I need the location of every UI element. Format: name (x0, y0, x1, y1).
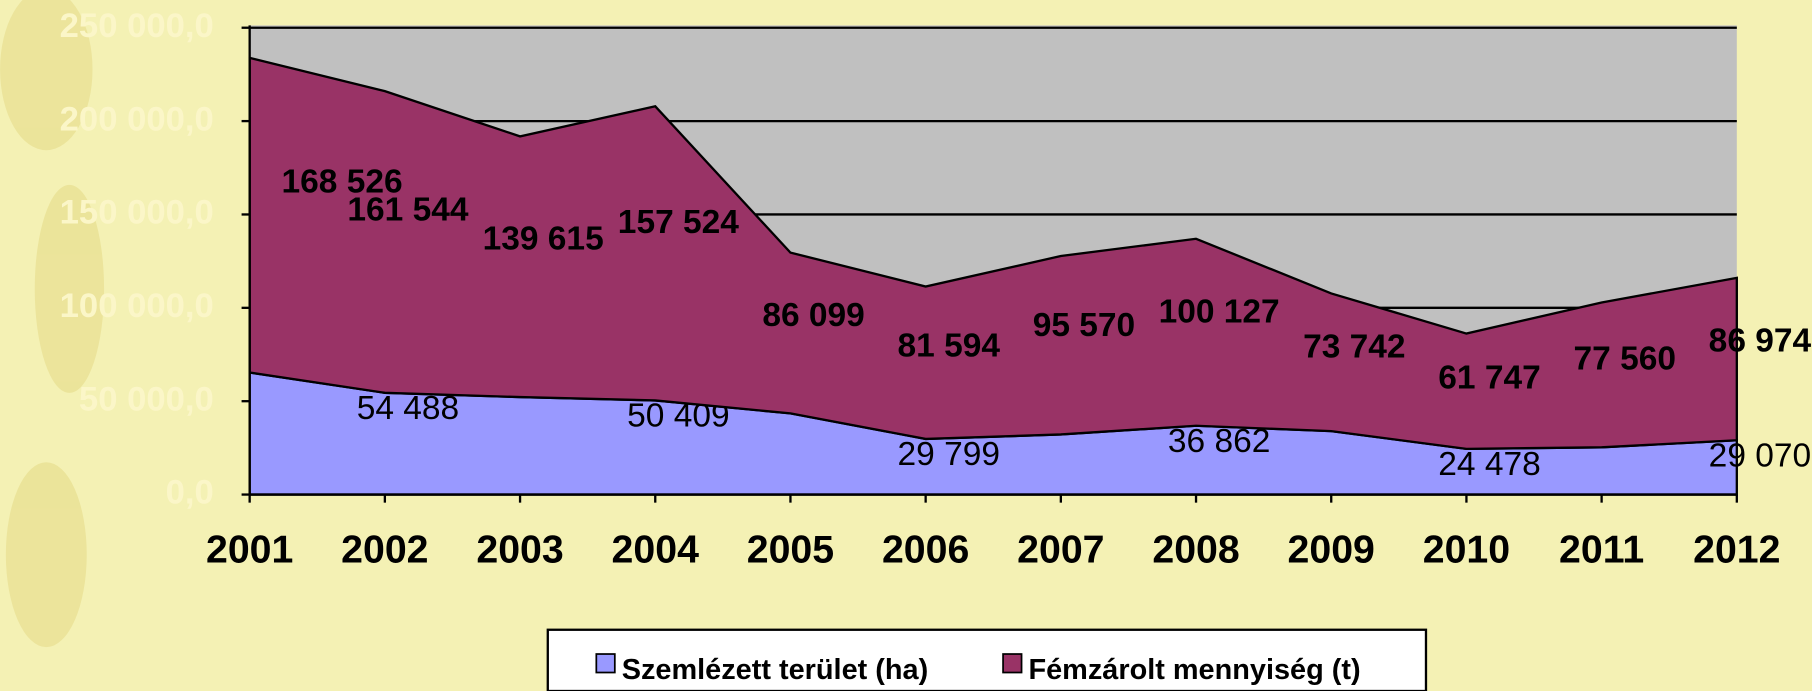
data-label: 161 544 (347, 192, 468, 229)
legend-label: Fémzárolt mennyiség (t) (1028, 654, 1360, 686)
legend (546, 628, 1428, 691)
x-tick-label: 2010 (1423, 528, 1510, 572)
data-label: 86 974 (1709, 323, 1812, 360)
background-decoration (0, 0, 105, 648)
x-tick-label: 2009 (1288, 528, 1375, 572)
legend-swatch (595, 653, 616, 674)
x-tick-label: 2006 (882, 528, 969, 572)
x-tick-label: 2004 (612, 528, 700, 572)
data-label: 54 488 (357, 390, 459, 427)
data-label: 168 526 (282, 164, 403, 201)
data-label: 29 799 (898, 436, 1000, 473)
y-tick-label: 200 000,0 (60, 100, 214, 138)
x-tick-label: 2005 (747, 528, 834, 572)
y-tick-label: 0,0 (166, 474, 214, 512)
x-tick-label: 2011 (1559, 528, 1644, 572)
data-label: 24 478 (1438, 446, 1540, 483)
legend-label: Szemlézett terület (ha) (622, 654, 928, 686)
data-label: 73 742 (1303, 328, 1405, 365)
data-label: 139 615 (483, 221, 604, 258)
data-label: 86 099 (762, 297, 864, 334)
area (248, 56, 1738, 451)
y-tick-label: 50 000,0 (79, 380, 214, 418)
x-tick-label: 2008 (1152, 528, 1239, 572)
x-tick-label: 2001 (206, 528, 293, 572)
x-tick-label: 2003 (476, 528, 563, 572)
x-tick-label: 2002 (341, 528, 428, 572)
x-tick-label: 2012 (1693, 528, 1780, 572)
x-tick-label: 2007 (1017, 528, 1104, 572)
data-label: 100 127 (1159, 293, 1280, 330)
y-tick-label: 100 000,0 (60, 287, 214, 325)
data-label: 81 594 (898, 327, 1001, 364)
y-tick-label: 150 000,0 (60, 194, 214, 232)
data-label: 157 524 (618, 204, 739, 241)
data-label: 61 747 (1438, 360, 1540, 397)
data-label: 29 070 (1709, 437, 1811, 474)
legend-swatch (1002, 653, 1023, 674)
data-label: 95 570 (1033, 307, 1135, 344)
data-label: 77 560 (1573, 340, 1675, 377)
y-tick-label: 250 000,0 (60, 7, 214, 45)
